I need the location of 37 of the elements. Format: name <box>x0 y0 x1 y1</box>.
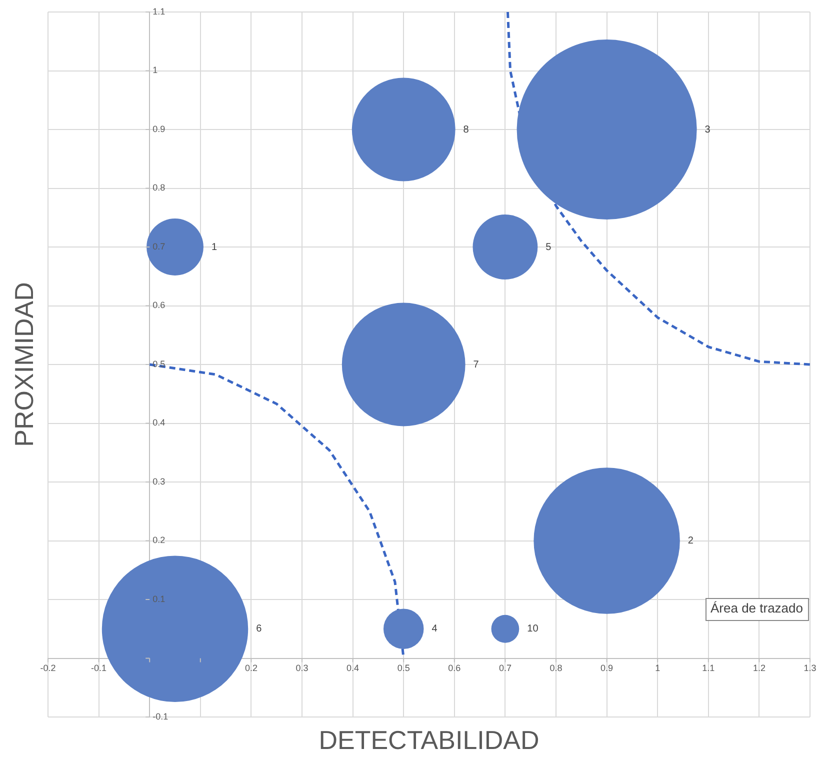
y-tick-label: 0.2 <box>152 535 166 546</box>
x-tick-label: 1 <box>655 663 660 674</box>
x-tick-label: -0.1 <box>91 663 107 674</box>
x-tick-label: 0.6 <box>448 663 461 674</box>
annotation: 3 <box>704 124 711 136</box>
annotation: 2 <box>688 536 694 546</box>
y-tick-label: -0.1 <box>152 711 168 722</box>
y-tick-label: 0.6 <box>152 300 166 310</box>
x-tick-label: 0.3 <box>296 663 308 674</box>
x-tick-label: 1.2 <box>752 663 766 674</box>
y-tick-label: 0.1 <box>152 594 166 604</box>
y-tick-label: 0.4 <box>152 418 166 428</box>
y-tick-label: 1 <box>152 65 158 76</box>
y-tick-label: 1.1 <box>152 6 166 16</box>
y-tick-label: 0.3 <box>152 476 166 486</box>
x-tick-label: 0.7 <box>498 663 512 674</box>
annotation: Área de trazado <box>710 600 804 616</box>
annotation: 1 <box>211 242 218 253</box>
y-axis-title: PROXIMIDAD <box>9 282 40 447</box>
y-tick-label: 0.9 <box>152 124 166 134</box>
x-tick-label: 1.3 <box>804 663 816 674</box>
x-tick-label: 0.9 <box>600 663 614 674</box>
y-tick-label: 0.7 <box>152 241 166 252</box>
y-tick-label: 0.8 <box>152 182 166 193</box>
annotation: 5 <box>546 242 552 253</box>
x-tick-label: 1.1 <box>702 663 715 674</box>
x-tick-label: 0.4 <box>346 663 360 674</box>
annotation: 7 <box>473 359 480 370</box>
annotation: 10 <box>527 624 539 635</box>
x-tick-label: 0.2 <box>244 663 258 674</box>
x-axis-title: DETECTABILIDAD <box>318 725 540 756</box>
x-tick-label: -0.2 <box>40 663 56 674</box>
x-tick-label: 0.8 <box>550 663 562 674</box>
annotation: 4 <box>432 624 438 635</box>
annotation: 6 <box>256 624 262 635</box>
annotation: 8 <box>463 124 470 136</box>
x-tick-label: 0.5 <box>397 663 410 674</box>
